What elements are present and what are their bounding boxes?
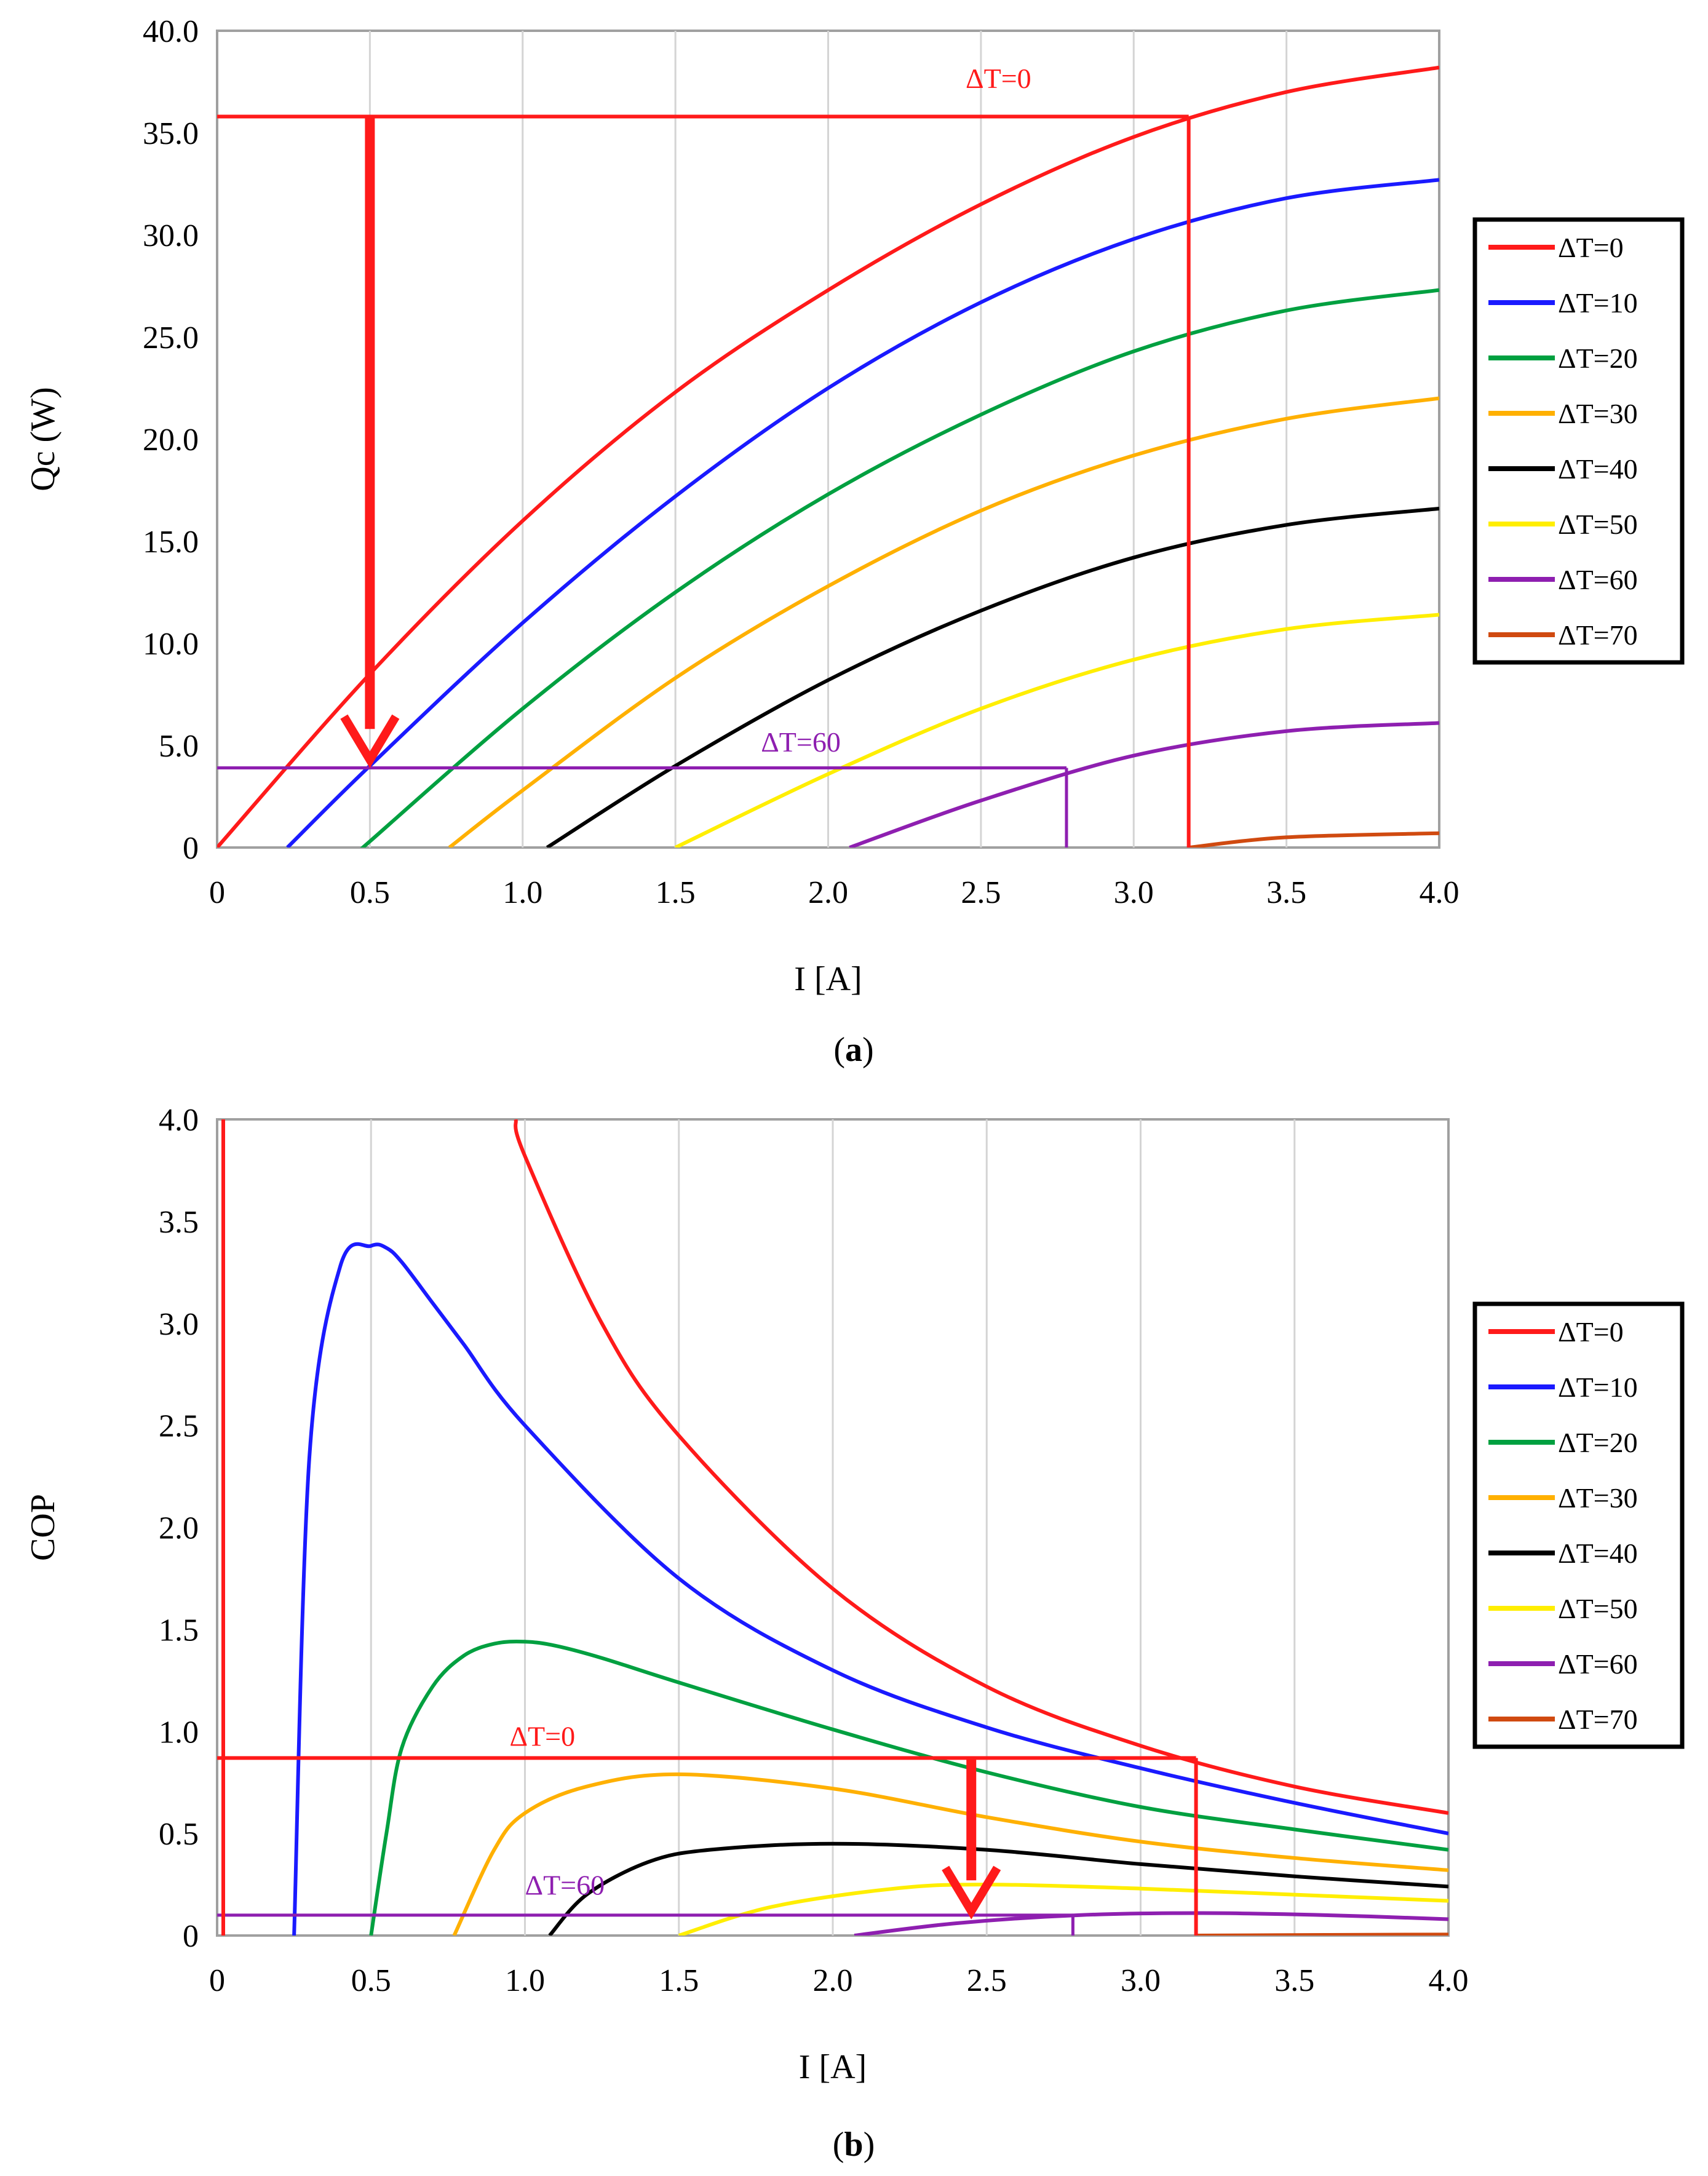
y-tick-label: 20.0 bbox=[143, 423, 199, 458]
y-tick-label: 40.0 bbox=[143, 14, 199, 49]
y-tick-label: 1.5 bbox=[159, 1613, 199, 1648]
y-tick-label: 0 bbox=[183, 831, 199, 866]
legend-label: ΔT=30 bbox=[1558, 398, 1638, 429]
legend-label: ΔT=10 bbox=[1558, 287, 1638, 319]
panel-b-chart: 0 0.5 1.0 1.5 2.0 2.5 3.0 3.5 4.0 0 0.5 1.0 1.5 2.0 2.… bbox=[24, 1103, 1685, 2086]
legend: ΔT=0 ΔT=10 ΔT=20 ΔT=30 ΔT=40 ΔT=50 ΔT=60 ΔT=70 bbox=[1472, 217, 1685, 665]
caption-a: (a) bbox=[833, 1031, 873, 1069]
y-tick-label: 3.5 bbox=[159, 1205, 199, 1240]
x-tick-label: 1.0 bbox=[505, 1963, 545, 1998]
series-line-dt0 bbox=[217, 65, 1439, 848]
series-line-dt0 bbox=[514, 1119, 1448, 1815]
y-tick-label: 1.0 bbox=[159, 1715, 199, 1750]
legend-label: ΔT=50 bbox=[1558, 509, 1638, 540]
legend-label: ΔT=40 bbox=[1558, 453, 1638, 485]
y-tick-label: 3.0 bbox=[159, 1307, 199, 1342]
x-tick-label: 2.5 bbox=[967, 1963, 1007, 1998]
legend-label: ΔT=30 bbox=[1558, 1482, 1638, 1514]
legend-label: ΔT=20 bbox=[1558, 1427, 1638, 1458]
series-line-dt40 bbox=[546, 506, 1439, 848]
x-tick-label: 3.5 bbox=[1274, 1963, 1314, 1998]
legend-label: ΔT=0 bbox=[1558, 232, 1624, 263]
x-tick-label: 1.0 bbox=[502, 875, 542, 910]
arrow-head bbox=[340, 714, 400, 768]
legend-label: ΔT=70 bbox=[1558, 619, 1638, 651]
series-line-dt20 bbox=[360, 288, 1439, 848]
annotation-label: ΔT=60 bbox=[525, 1870, 605, 1901]
y-axis-title: COP bbox=[24, 1494, 62, 1561]
y-tick-label: 15.0 bbox=[143, 525, 199, 560]
x-axis-title: I [A] bbox=[794, 960, 862, 998]
series-line-dt30 bbox=[452, 1772, 1448, 1936]
legend-label: ΔT=50 bbox=[1558, 1593, 1638, 1624]
caption-b: (b) bbox=[833, 2126, 875, 2164]
caption-b-letter: b bbox=[844, 2126, 863, 2164]
series-line-dt60 bbox=[849, 721, 1439, 848]
x-tick-label: 0.5 bbox=[350, 875, 390, 910]
x-tick-label: 2.0 bbox=[813, 1963, 853, 1998]
x-tick-label: 1.5 bbox=[659, 1963, 699, 1998]
legend-box bbox=[1472, 217, 1685, 665]
y-tick-label: 5.0 bbox=[159, 729, 199, 764]
annotation-label: ΔT=60 bbox=[761, 726, 841, 758]
panel-a-chart: 0 0.5 1.0 1.5 2.0 2.5 3.0 3.5 4.0 0 5.0 10.0 15.0 20.… bbox=[24, 14, 1685, 998]
legend-label: ΔT=70 bbox=[1558, 1704, 1638, 1735]
series-line-dt60 bbox=[854, 1911, 1448, 1936]
series-line-dt70 bbox=[1188, 831, 1439, 848]
legend-box bbox=[1472, 1301, 1685, 1749]
x-tick-label: 3.5 bbox=[1266, 875, 1306, 910]
series-line-dt50 bbox=[674, 613, 1439, 848]
y-tick-label: 2.5 bbox=[159, 1409, 199, 1444]
x-tick-label: 0 bbox=[209, 875, 225, 910]
x-tick-label: 0 bbox=[209, 1963, 225, 1998]
legend-label: ΔT=10 bbox=[1558, 1372, 1638, 1403]
y-tick-label: 25.0 bbox=[143, 320, 199, 355]
x-tick-label: 3.0 bbox=[1121, 1963, 1161, 1998]
y-tick-label: 10.0 bbox=[143, 627, 199, 662]
series-line-dt70 bbox=[1196, 1932, 1448, 1936]
x-tick-label: 2.5 bbox=[961, 875, 1001, 910]
legend-label: ΔT=60 bbox=[1558, 564, 1638, 595]
legend-label: ΔT=0 bbox=[1558, 1316, 1624, 1348]
arrow-head bbox=[942, 1865, 1001, 1920]
legend-label: ΔT=60 bbox=[1558, 1648, 1638, 1680]
legend-label: ΔT=20 bbox=[1558, 343, 1638, 374]
y-tick-label: 2.0 bbox=[159, 1511, 199, 1546]
series-line-dt20 bbox=[369, 1640, 1448, 1936]
y-tick-label: 4.0 bbox=[159, 1103, 199, 1138]
series-line-dt40 bbox=[548, 1841, 1448, 1936]
x-tick-label: 4.0 bbox=[1420, 875, 1460, 910]
caption-a-letter: a bbox=[845, 1031, 862, 1069]
annotation-label: ΔT=0 bbox=[509, 1720, 575, 1752]
y-tick-label: 0 bbox=[183, 1919, 199, 1954]
legend: ΔT=0 ΔT=10 ΔT=20 ΔT=30 ΔT=40 ΔT=50 ΔT=60 ΔT=70 bbox=[1472, 1301, 1685, 1749]
x-tick-label: 0.5 bbox=[351, 1963, 391, 1998]
x-tick-label: 1.5 bbox=[656, 875, 696, 910]
y-axis-title: Qc (W) bbox=[24, 387, 62, 491]
x-tick-label: 3.0 bbox=[1114, 875, 1154, 910]
series-group bbox=[217, 65, 1439, 848]
annotation-label: ΔT=0 bbox=[966, 63, 1031, 94]
x-tick-label: 2.0 bbox=[808, 875, 848, 910]
y-tick-label: 0.5 bbox=[159, 1817, 199, 1852]
x-axis-title: I [A] bbox=[799, 2048, 867, 2086]
series-group bbox=[292, 1119, 1448, 1936]
legend-label: ΔT=40 bbox=[1558, 1538, 1638, 1569]
x-tick-label: 4.0 bbox=[1429, 1963, 1469, 1998]
y-tick-label: 35.0 bbox=[143, 116, 199, 151]
series-line-dt30 bbox=[448, 396, 1439, 848]
y-tick-label: 30.0 bbox=[143, 218, 199, 253]
series-line-dt50 bbox=[678, 1883, 1448, 1936]
series-line-dt10 bbox=[286, 178, 1439, 848]
series-line-dt10 bbox=[292, 1242, 1448, 1936]
